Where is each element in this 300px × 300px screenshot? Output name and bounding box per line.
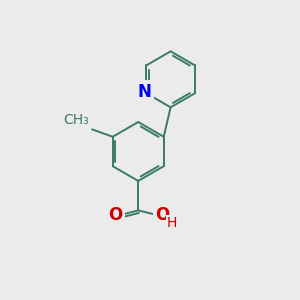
Text: O: O (108, 206, 122, 224)
Text: O: O (155, 206, 169, 224)
Text: H: H (167, 216, 177, 230)
Text: N: N (138, 83, 152, 101)
Text: CH₃: CH₃ (63, 113, 88, 127)
